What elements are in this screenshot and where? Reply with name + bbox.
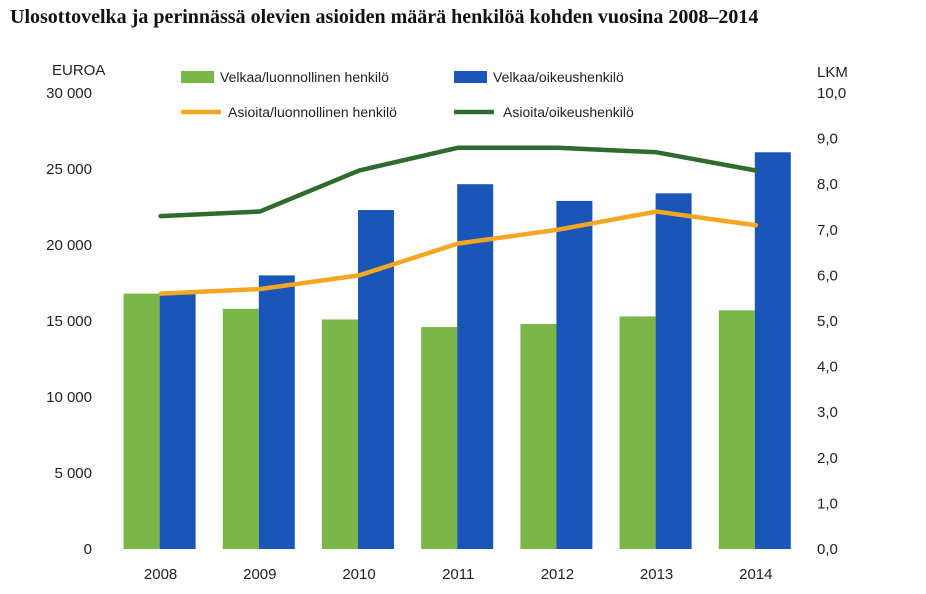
x-tick-label: 2012 [541,566,574,583]
bar-velkaa-luonnollinen [123,293,160,549]
line-asioita-oikeus [158,145,759,219]
bar-velkaa-luonnollinen [520,324,557,549]
y-right-unit-label: LKM [817,64,848,81]
y-right-tick-label: 1,0 [817,495,838,512]
legend-swatch [181,71,214,83]
y-left-tick-label: 10 000 [46,389,92,406]
bar-velkaa-oikeus [655,193,692,549]
y-right-tick-label: 3,0 [817,404,838,421]
x-tick-label: 2008 [144,566,177,583]
y-left-tick-label: 15 000 [46,313,92,330]
bar-velkaa-luonnollinen [322,319,358,549]
y-left-tick-label: 5 000 [54,465,92,482]
y-right-tick-label: 6,0 [817,267,838,284]
y-left-tick-label: 0 [84,541,92,558]
y-left-tick-label: 20 000 [46,237,92,254]
bar-velkaa-oikeus [258,275,295,549]
bar-velkaa-oikeus [159,293,196,549]
y-right-tick-label: 0,0 [817,541,838,558]
y-right-tick-label: 2,0 [817,450,838,467]
bar-velkaa-oikeus [754,152,791,549]
bar-velkaa-luonnollinen [421,327,458,549]
x-tick-label: 2011 [442,566,474,583]
bar-velkaa-luonnollinen [619,316,656,549]
legend-label: Velkaa/luonnollinen henkilö [220,69,389,85]
bar-velkaa-luonnollinen [718,310,755,549]
x-tick-label: 2014 [739,566,772,583]
x-tick-label: 2009 [243,566,276,583]
y-right-tick-label: 5,0 [817,313,838,330]
x-tick-label: 2010 [342,566,375,583]
legend-swatch [454,71,487,83]
legend-label: Velkaa/oikeushenkilö [493,69,624,85]
bar-velkaa-oikeus [358,210,394,550]
y-left-unit-label: EUROA [52,62,105,79]
legend-label: Asioita/oikeushenkilö [503,104,634,120]
x-tick-label: 2013 [640,566,673,583]
y-right-tick-label: 10,0 [817,85,846,102]
line-asioita-luonnollinen [158,209,759,296]
y-right-tick-label: 7,0 [817,222,838,239]
y-right-tick-label: 9,0 [817,131,838,148]
chart-title: Ulosottovelka ja perinnässä olevien asio… [10,6,759,28]
y-right-tick-label: 8,0 [817,176,838,193]
y-left-tick-label: 30 000 [46,85,92,102]
legend-label: Asioita/luonnollinen henkilö [228,104,397,120]
bar-velkaa-luonnollinen [222,308,259,549]
y-right-tick-label: 4,0 [817,359,838,376]
y-left-tick-label: 25 000 [46,161,92,178]
bar-velkaa-oikeus [556,200,593,550]
